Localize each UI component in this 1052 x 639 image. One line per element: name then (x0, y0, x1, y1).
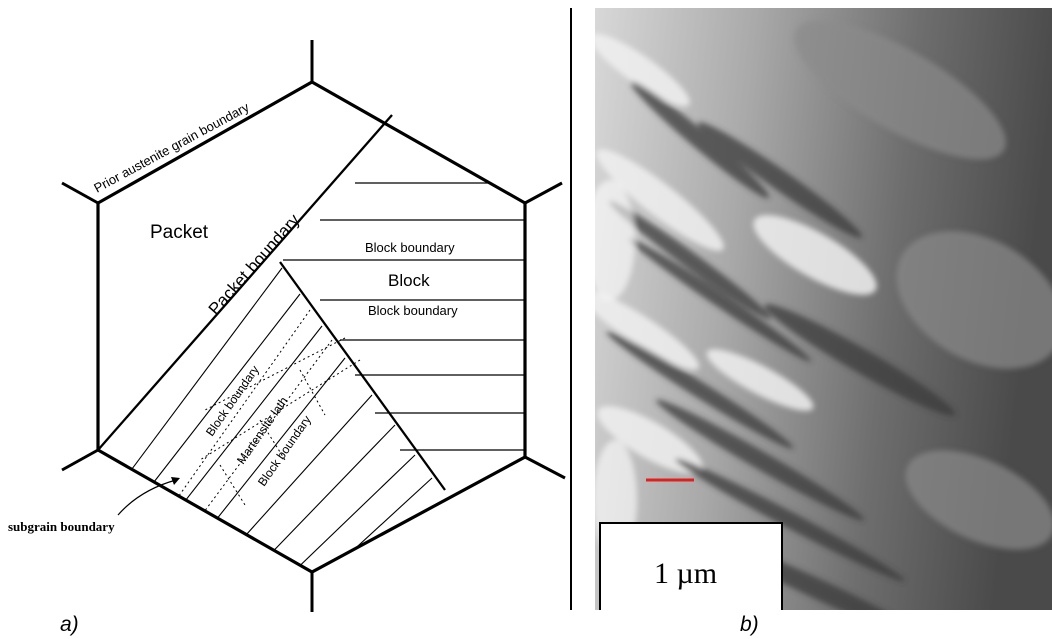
packet-boundary-label: Packet boundary (205, 210, 304, 319)
prior-austenite-label: Prior austenite grain boundary (91, 99, 252, 196)
scale-bar-label: 1 µm (654, 557, 717, 590)
packet-label: Packet (150, 222, 209, 243)
packet-boundaries (97, 114, 446, 491)
block-boundary-mid-label: Block boundary (368, 303, 458, 318)
scale-bar-box (599, 522, 783, 610)
junction-lines (61, 40, 566, 612)
block-boundary-top-label: Block boundary (365, 240, 455, 255)
lath-lines (119, 182, 525, 572)
panel-a-diagram: Prior austenite grain boundary Packet Pa… (8, 40, 566, 612)
caption-a: a) (60, 613, 79, 636)
subgrain-boundary-label: subgrain boundary (8, 519, 115, 534)
tem-micrograph: 1 µm (595, 8, 1052, 610)
block-label: Block (388, 271, 430, 290)
subgrain-arrow (117, 477, 180, 516)
caption-b: b) (740, 613, 759, 636)
